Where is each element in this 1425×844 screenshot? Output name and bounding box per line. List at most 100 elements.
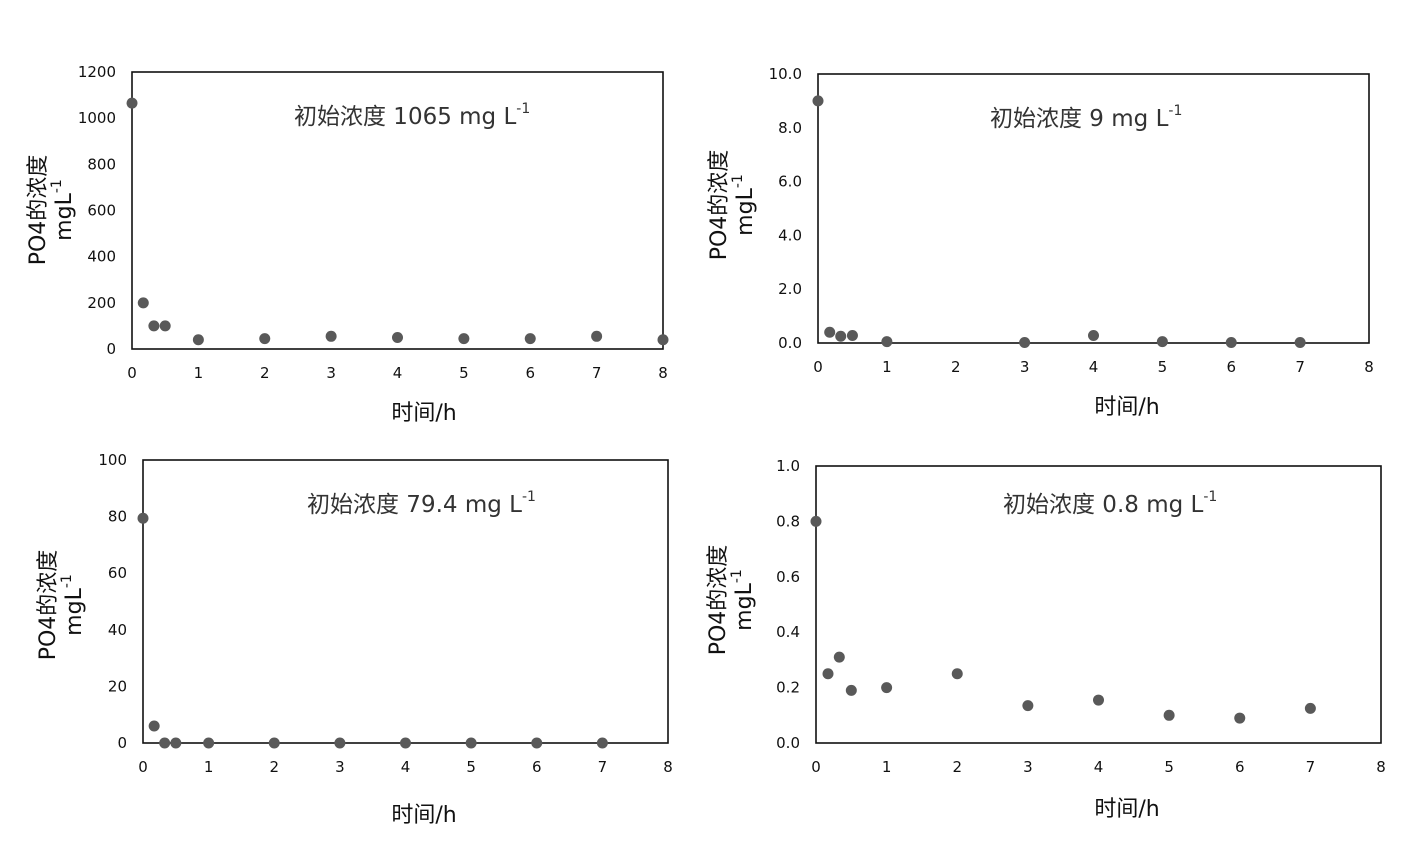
data-point — [812, 95, 824, 107]
data-point — [400, 737, 411, 749]
y-axis-label-line2: mgL-1 — [730, 174, 758, 236]
x-tick-label: 1 — [204, 758, 214, 776]
x-tick-label: 7 — [592, 364, 602, 382]
y-tick-label: 0.6 — [776, 568, 800, 586]
y-axis-label-line1: PO4的浓度 — [707, 150, 732, 261]
y-tick-label: 100 — [98, 451, 127, 469]
y-tick-label: 200 — [87, 294, 116, 312]
x-tick-label: 4 — [393, 364, 403, 382]
x-tick-label: 7 — [598, 758, 608, 776]
y-axis-unit-superscript: -1 — [49, 179, 65, 193]
x-axis-label: 时间/h — [391, 803, 456, 828]
data-point — [810, 515, 822, 527]
x-tick-label: 0 — [811, 758, 821, 776]
x-axis-label: 时间/h — [391, 401, 456, 426]
y-tick-label: 0.8 — [776, 512, 800, 530]
concentration-annotation: 初始浓度 9 mg L-1 — [990, 103, 1182, 132]
y-tick-label: 8.0 — [778, 119, 802, 137]
y-axis-label-line1: PO4的浓度 — [26, 155, 51, 266]
data-point — [881, 682, 893, 694]
data-point — [1304, 702, 1316, 714]
y-axis-label-line1: PO4的浓度 — [36, 550, 61, 661]
data-point — [159, 320, 171, 332]
data-point — [203, 737, 215, 749]
data-point — [334, 737, 346, 749]
y-tick-label: 80 — [108, 508, 127, 526]
y-axis-label-line2: mgL-1 — [49, 179, 77, 241]
y-tick-label: 1200 — [78, 63, 116, 81]
y-axis-label-line2: mgL-1 — [59, 574, 87, 636]
chart-panel-4: 0.0 0.2 0.4 0.6 0.8 1.0 0 1 2 3 4 5 6 7 8 初始浓度 0.8 mg L… — [706, 457, 1386, 822]
x-tick-label: 0 — [138, 758, 148, 776]
y-axis-unit-superscript: -1 — [730, 174, 746, 188]
x-axis-label: 时间/h — [1094, 395, 1159, 420]
y-tick-label: 600 — [87, 202, 116, 220]
data-point — [1163, 709, 1175, 721]
data-point — [1234, 712, 1246, 724]
plot-area-frame — [131, 71, 664, 350]
x-tick-label: 2 — [260, 364, 270, 382]
x-tick-label: 2 — [951, 358, 961, 376]
data-point — [148, 320, 160, 332]
data-point — [126, 97, 138, 109]
x-tick-label: 0 — [813, 358, 823, 376]
data-point — [1022, 700, 1034, 712]
chart-panel-1: 0 200 400 600 800 1000 1200 0 1 2 3 4 5 6 7 8 初始浓度 1065 … — [26, 63, 669, 426]
x-tick-label: 2 — [952, 758, 962, 776]
y-axis-unit-superscript: -1 — [59, 574, 75, 588]
plot-area-frame — [817, 73, 1370, 344]
x-tick-label: 8 — [1376, 758, 1386, 776]
data-point — [596, 737, 608, 749]
x-tick-label: 4 — [1094, 758, 1104, 776]
y-tick-label: 0.4 — [776, 623, 800, 641]
y-axis-label: PO4的浓度 mgL-1 — [36, 550, 87, 661]
data-point — [822, 668, 834, 680]
annotation-text: 初始浓度 1065 mg L — [294, 104, 516, 130]
data-point — [833, 651, 845, 663]
data-point — [159, 737, 171, 749]
data-point — [1225, 336, 1237, 348]
data-point — [524, 333, 536, 345]
y-axis-unit: mgL — [62, 587, 87, 635]
x-tick-label: 3 — [326, 364, 336, 382]
data-point — [137, 297, 149, 309]
y-tick-label: 0.0 — [776, 734, 800, 752]
y-tick-label: 20 — [108, 677, 127, 695]
annotation-superscript: -1 — [516, 101, 530, 117]
x-tick-label: 6 — [1226, 358, 1236, 376]
concentration-annotation: 初始浓度 79.4 mg L-1 — [307, 489, 536, 518]
y-tick-label: 0 — [117, 734, 127, 752]
y-tick-label: 0 — [106, 340, 116, 358]
y-tick-label: 1000 — [78, 109, 116, 127]
data-point — [951, 668, 963, 680]
data-point — [458, 333, 470, 345]
y-tick-label: 60 — [108, 564, 127, 582]
data-point — [1088, 329, 1099, 341]
y-axis-label: PO4的浓度 mgL-1 — [26, 155, 77, 266]
annotation-superscript: -1 — [1203, 489, 1217, 505]
data-point — [1019, 336, 1031, 348]
data-point — [1294, 336, 1306, 348]
data-point — [657, 334, 669, 346]
x-tick-label: 6 — [525, 364, 535, 382]
data-point — [325, 330, 337, 342]
annotation-text: 初始浓度 9 mg L — [990, 106, 1169, 132]
x-tick-label: 3 — [1020, 358, 1030, 376]
y-tick-label: 40 — [108, 621, 127, 639]
data-point — [137, 512, 149, 524]
y-axis-unit: mgL — [733, 187, 758, 235]
data-point — [192, 334, 204, 346]
x-tick-label: 5 — [1158, 358, 1168, 376]
data-point — [259, 333, 271, 345]
annotation-superscript: -1 — [1168, 103, 1182, 119]
x-tick-label: 1 — [194, 364, 204, 382]
annotation-text: 初始浓度 79.4 mg L — [307, 492, 522, 518]
y-tick-label: 6.0 — [778, 173, 802, 191]
y-tick-label: 800 — [87, 155, 116, 173]
x-tick-label: 6 — [532, 758, 542, 776]
concentration-annotation: 初始浓度 1065 mg L-1 — [294, 101, 530, 130]
y-tick-label: 0.0 — [778, 334, 802, 352]
data-point — [835, 330, 847, 342]
